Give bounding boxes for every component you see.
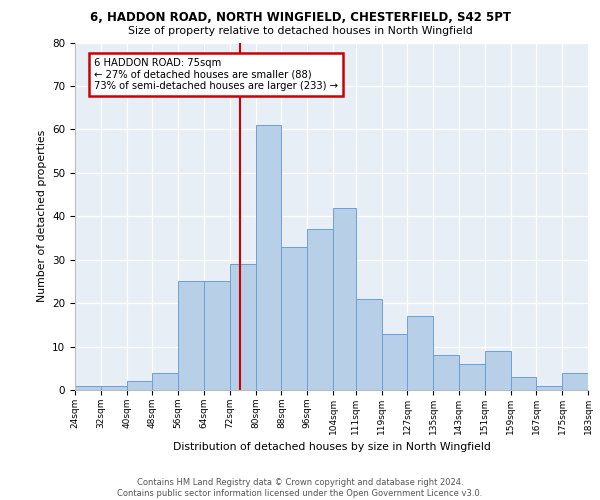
Y-axis label: Number of detached properties: Number of detached properties xyxy=(37,130,47,302)
Bar xyxy=(230,264,256,390)
Text: 6 HADDON ROAD: 75sqm
← 27% of detached houses are smaller (88)
73% of semi-detac: 6 HADDON ROAD: 75sqm ← 27% of detached h… xyxy=(94,58,338,91)
Bar xyxy=(281,246,307,390)
Bar xyxy=(407,316,433,390)
Text: 6, HADDON ROAD, NORTH WINGFIELD, CHESTERFIELD, S42 5PT: 6, HADDON ROAD, NORTH WINGFIELD, CHESTER… xyxy=(89,11,511,24)
Bar xyxy=(75,386,101,390)
Bar xyxy=(204,282,230,390)
X-axis label: Distribution of detached houses by size in North Wingfield: Distribution of detached houses by size … xyxy=(173,442,490,452)
Bar xyxy=(536,386,562,390)
Bar xyxy=(562,372,588,390)
Bar xyxy=(333,208,356,390)
Bar xyxy=(356,299,382,390)
Bar xyxy=(511,377,536,390)
Bar xyxy=(459,364,485,390)
Text: Size of property relative to detached houses in North Wingfield: Size of property relative to detached ho… xyxy=(128,26,472,36)
Bar xyxy=(152,372,178,390)
Bar xyxy=(178,282,204,390)
Bar xyxy=(485,351,511,390)
Bar xyxy=(127,382,152,390)
Bar xyxy=(307,230,333,390)
Bar xyxy=(256,125,281,390)
Bar xyxy=(382,334,407,390)
Bar xyxy=(433,355,459,390)
Bar xyxy=(101,386,127,390)
Text: Contains HM Land Registry data © Crown copyright and database right 2024.
Contai: Contains HM Land Registry data © Crown c… xyxy=(118,478,482,498)
